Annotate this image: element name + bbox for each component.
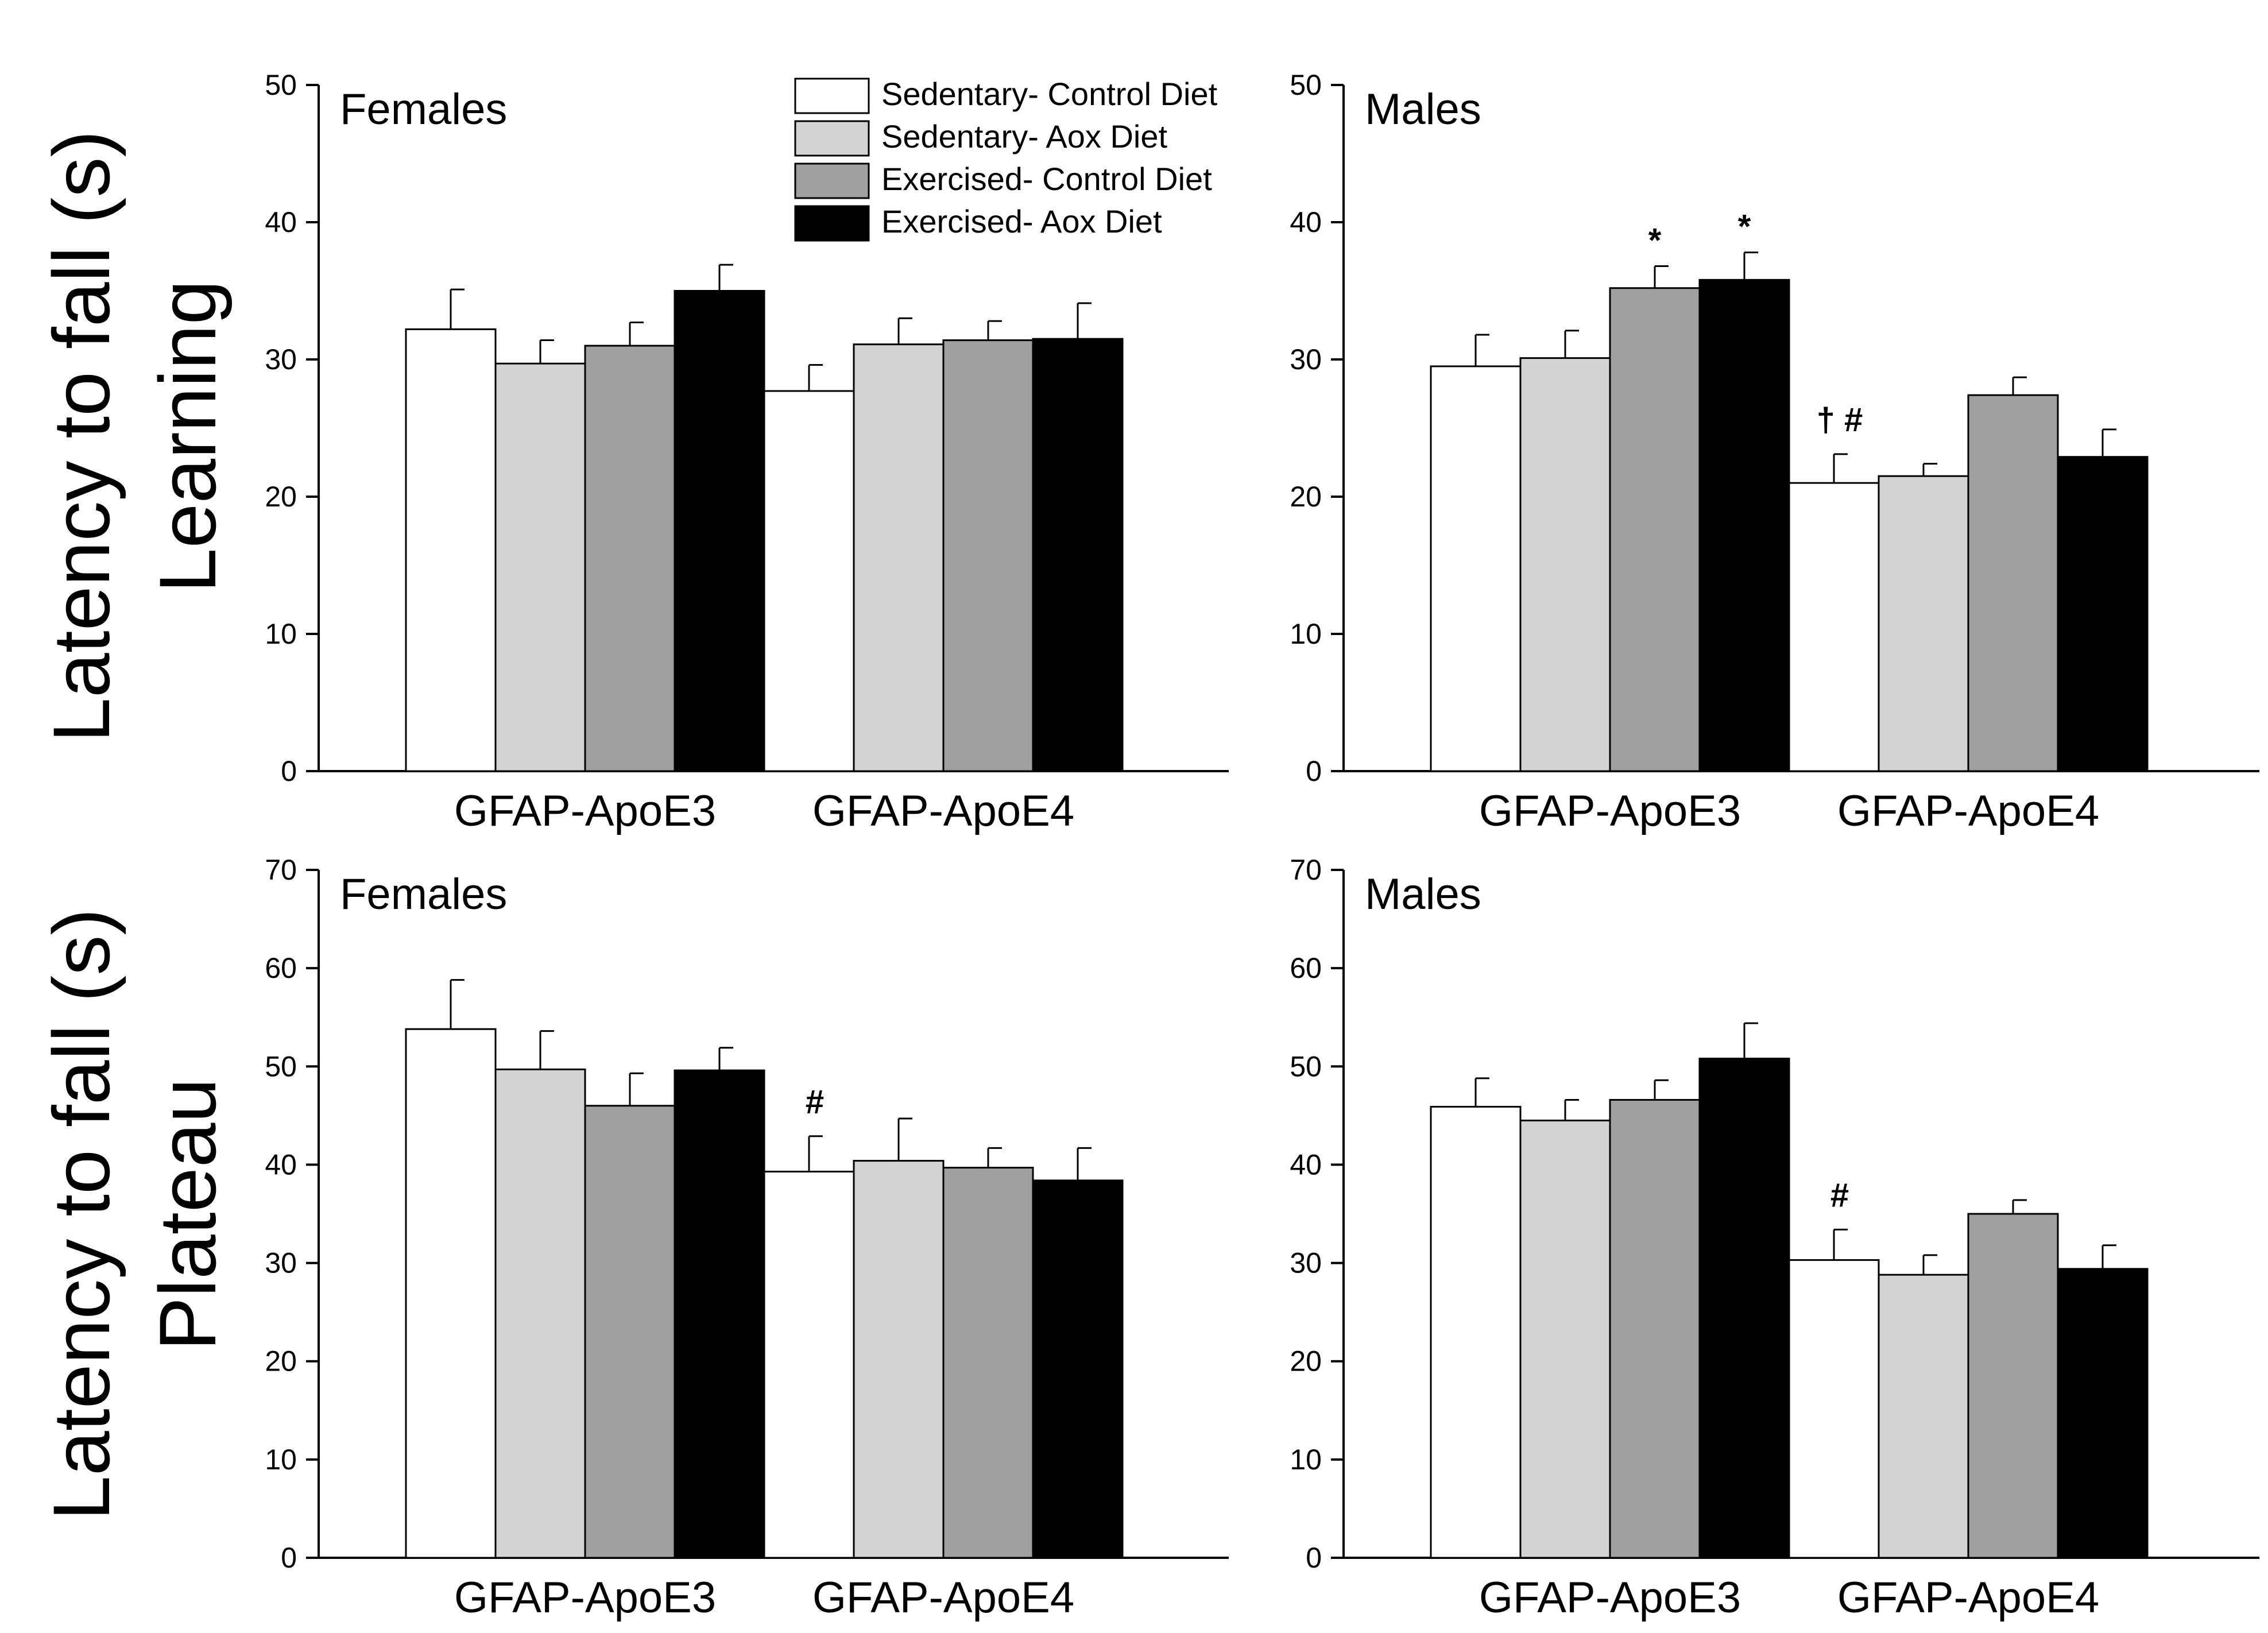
legend: Sedentary- Control Diet Sedentary- Aox Di… [794,76,1218,242]
bar [494,1068,586,1559]
y-tick-label: 0 [281,1542,297,1574]
row-label-learning-line2: Learning [142,280,233,593]
bar [1698,278,1790,772]
category-label: GFAP-ApoE4 [812,787,1074,835]
bar [1519,1119,1611,1559]
y-tick-label: 30 [1290,1247,1322,1279]
y-tick-label: 70 [265,854,297,886]
y-tick-label: 40 [265,1148,297,1181]
bar [1519,357,1611,772]
legend-label: Exercised- Control Diet [881,161,1212,197]
bar [1032,1179,1124,1559]
y-tick-label: 50 [1290,1050,1322,1082]
y-tick-label: 40 [1290,1148,1322,1181]
panel-title: Males [1365,85,1481,134]
category-label: GFAP-ApoE3 [1479,787,1741,835]
bar [1609,1098,1701,1559]
y-tick-label: 40 [1290,206,1322,238]
bar [853,1160,945,1559]
legend-label: Sedentary- Aox Diet [881,118,1167,154]
bar [1788,482,1880,772]
bar [674,1069,765,1559]
bar [1430,365,1522,772]
y-tick-label: 50 [265,69,297,101]
bar [494,362,586,772]
bar [1788,1259,1880,1559]
y-tick-label: 10 [265,618,297,650]
bar [853,343,945,772]
significance-marker: # [1830,1177,1849,1214]
y-tick-label: 0 [1306,755,1322,787]
legend-swatch [794,162,870,199]
row-label-plateau-line1: Latency to fall (s) [36,908,126,1520]
bar [1609,287,1701,772]
bar [405,1028,497,1559]
row-label-learning-line1: Latency to fall (s) [36,130,126,742]
y-tick-label: 30 [265,343,297,376]
bar [1967,394,2059,772]
y-tick-label: 60 [265,952,297,984]
category-label: GFAP-ApoE3 [454,787,716,835]
category-label: GFAP-ApoE4 [1837,787,2099,835]
y-tick-label: 50 [1290,69,1322,101]
bar [2057,456,2149,772]
y-tick-label: 10 [1290,618,1322,650]
y-tick-label: 20 [265,481,297,513]
bar [1878,475,1969,772]
bar [1032,338,1124,772]
bar [763,1170,855,1559]
y-tick-label: 0 [1306,1542,1322,1574]
panel-title: Females [340,870,507,919]
y-tick-label: 10 [1290,1444,1322,1476]
panel-title: Females [340,85,507,134]
legend-label: Sedentary- Control Diet [881,76,1218,112]
y-tick-label: 0 [281,755,297,787]
y-tick-label: 60 [1290,952,1322,984]
legend-label: Exercised- Aox Diet [881,203,1162,239]
bar [1878,1274,1969,1559]
bar [763,390,855,772]
y-tick-label: 30 [1290,343,1322,376]
bar [584,345,676,772]
panel-title: Males [1365,870,1481,919]
row-label-plateau-line2: Plateau [142,1078,233,1351]
category-label: GFAP-ApoE3 [1479,1573,1741,1622]
category-label: GFAP-ApoE4 [1837,1573,2099,1622]
panel-plateau-females: 0 10 20 30 40 50 60 70 Females GFAP-ApoE3 GFAP-Apo… [265,854,1229,1622]
legend-swatch [794,78,870,114]
bar [1698,1058,1790,1559]
legend-swatch [794,120,870,157]
y-tick-label: 20 [1290,481,1322,513]
bar [1967,1213,2059,1559]
y-tick-label: 40 [265,206,297,238]
significance-marker: * [1738,208,1751,246]
y-tick-label: 20 [265,1345,297,1377]
y-tick-label: 20 [1290,1345,1322,1377]
panels: 0 10 20 30 40 50 Females GFAP-ApoE3 GFAP-ApoE4 0 1… [265,69,2259,1622]
panel-learning-males: 0 10 20 30 40 50 Males GFAP-ApoE3 GFAP-ApoE4 * * † … [1290,69,2259,835]
bar [674,290,765,772]
panel-learning-females: 0 10 20 30 40 50 Females GFAP-ApoE3 GFAP-ApoE4 [265,69,1229,835]
bar [584,1105,676,1559]
category-label: GFAP-ApoE4 [812,1573,1074,1622]
y-tick-label: 10 [265,1444,297,1476]
bar [405,328,497,772]
significance-marker: * [1648,222,1662,259]
category-label: GFAP-ApoE3 [454,1573,716,1622]
significance-marker: † # [1817,401,1863,439]
significance-marker: # [806,1083,824,1121]
y-tick-label: 50 [265,1050,297,1082]
panel-plateau-males: 0 10 20 30 40 50 60 70 Males GFAP-ApoE3 GFAP-ApoE4… [1290,854,2259,1622]
y-tick-label: 70 [1290,854,1322,886]
bar [942,1167,1034,1559]
y-tick-label: 30 [265,1247,297,1279]
bar [942,339,1034,772]
bar [2057,1268,2149,1559]
bar [1430,1105,1522,1559]
row-labels: Latency to fall (s) Learning Latency to … [36,130,233,1520]
legend-swatch [794,205,870,242]
